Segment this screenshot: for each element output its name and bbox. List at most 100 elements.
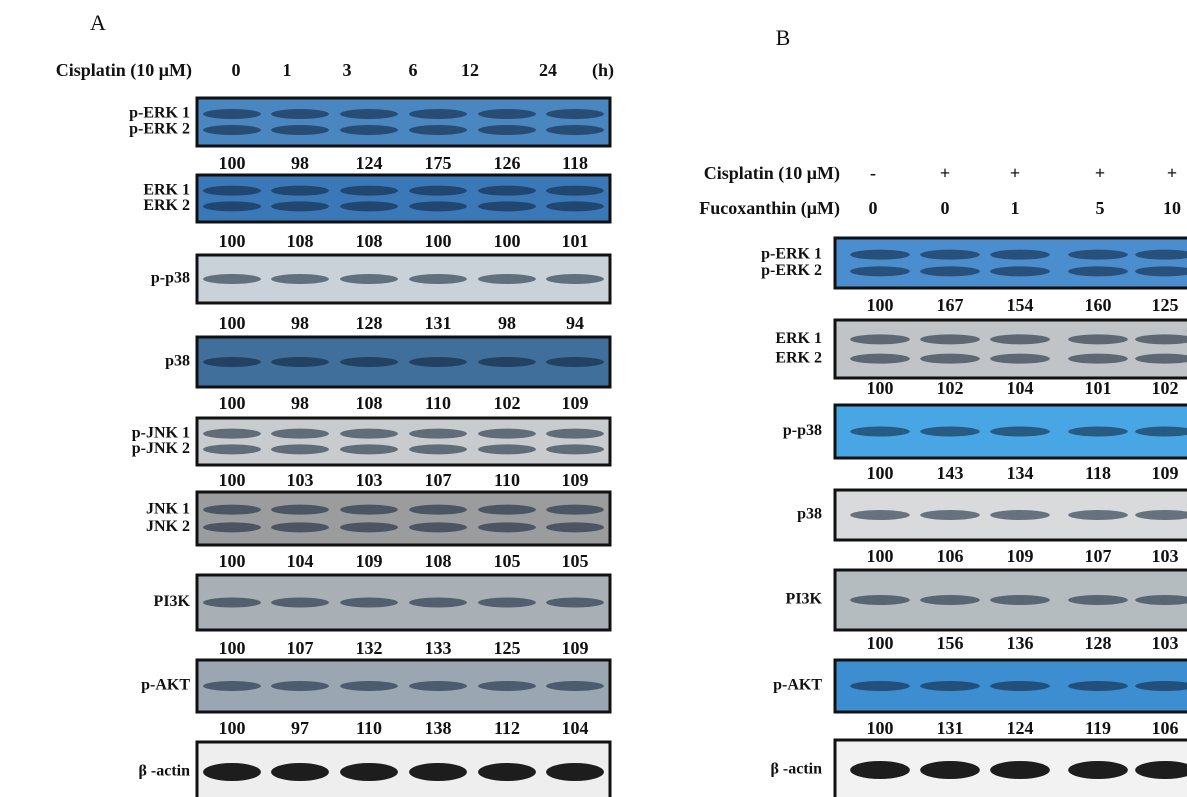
- treatment-label: Fucoxanthin (μM): [699, 198, 840, 219]
- quantification: 102: [1152, 378, 1179, 398]
- band: [271, 357, 329, 367]
- band: [340, 681, 398, 691]
- quantification: 108: [356, 231, 383, 251]
- quantification: 100: [867, 295, 894, 315]
- quantification: 97: [291, 718, 309, 738]
- band: [409, 186, 467, 196]
- quantification: 104: [1007, 378, 1034, 398]
- band: [409, 125, 467, 135]
- quantification: 103: [287, 470, 314, 490]
- band: [340, 274, 398, 284]
- blot-label: β -actin: [770, 761, 822, 778]
- band: [546, 598, 604, 608]
- band: [203, 444, 261, 454]
- lane-label: 0: [941, 198, 950, 218]
- quantification: 100: [867, 546, 894, 566]
- band: [203, 681, 261, 691]
- quantification: 100: [867, 633, 894, 653]
- band: [271, 186, 329, 196]
- blot-label: p-AKT: [141, 677, 190, 694]
- band: [850, 427, 910, 437]
- band: [203, 505, 261, 515]
- blot-frame: [197, 492, 610, 545]
- blot-frame: [835, 238, 1187, 288]
- quantification: 100: [867, 378, 894, 398]
- band: [546, 522, 604, 532]
- band: [920, 427, 980, 437]
- quantification: 98: [291, 393, 309, 413]
- quantification: 110: [425, 393, 451, 413]
- quantification: 100: [219, 470, 246, 490]
- quantification: 100: [219, 313, 246, 333]
- quantification: 100: [494, 231, 521, 251]
- band: [271, 763, 329, 781]
- blot-label: p-JNK 2: [132, 440, 190, 457]
- quantification: 100: [219, 638, 246, 658]
- blot-label: p-ERK 2: [761, 262, 822, 279]
- blot-label: β -actin: [138, 763, 190, 780]
- quantification: 132: [356, 638, 383, 658]
- quantification: 109: [356, 551, 383, 571]
- band: [546, 357, 604, 367]
- band: [920, 510, 980, 520]
- band: [546, 444, 604, 454]
- quantification: 109: [1007, 546, 1034, 566]
- band: [478, 763, 536, 781]
- band: [920, 334, 980, 344]
- band: [203, 274, 261, 284]
- quantification: 156: [937, 633, 964, 653]
- quantification: 128: [1085, 633, 1112, 653]
- quantification: 103: [356, 470, 383, 490]
- quantification: 131: [937, 718, 964, 738]
- band: [546, 109, 604, 119]
- quantification: 104: [562, 718, 589, 738]
- band: [850, 595, 910, 605]
- quantification: 106: [937, 546, 964, 566]
- band: [409, 357, 467, 367]
- quantification: 133: [425, 638, 452, 658]
- blot-label: ERK 1: [775, 330, 822, 347]
- band: [203, 186, 261, 196]
- band: [546, 274, 604, 284]
- band: [409, 763, 467, 781]
- quantification: 101: [1085, 378, 1112, 398]
- band: [478, 274, 536, 284]
- band: [990, 334, 1050, 344]
- quantification: 109: [562, 393, 589, 413]
- lane-label: 1: [283, 60, 292, 80]
- quantification: 154: [1007, 295, 1034, 315]
- lane-label: -: [870, 163, 876, 183]
- band: [990, 266, 1050, 276]
- blot-label: p-JNK 1: [132, 424, 190, 441]
- blot-frame: [197, 98, 610, 146]
- quantification: 112: [494, 718, 520, 738]
- quantification: 108: [287, 231, 314, 251]
- quantification: 138: [425, 718, 452, 738]
- band: [920, 595, 980, 605]
- band: [1068, 761, 1128, 779]
- band: [990, 510, 1050, 520]
- band: [271, 505, 329, 515]
- band: [409, 505, 467, 515]
- blot-label: JNK 2: [146, 518, 190, 535]
- blot-frame: [197, 175, 610, 222]
- blot-label: JNK 1: [146, 500, 190, 517]
- blot-frame: [835, 320, 1187, 378]
- quantification: 107: [425, 470, 452, 490]
- quantification: 100: [425, 231, 452, 251]
- band: [546, 429, 604, 439]
- quantification: 108: [356, 393, 383, 413]
- band: [271, 598, 329, 608]
- band: [409, 681, 467, 691]
- quantification: 119: [1085, 718, 1111, 738]
- band: [990, 250, 1050, 260]
- blot-label: p38: [797, 506, 822, 523]
- band: [409, 109, 467, 119]
- quantification: 100: [867, 463, 894, 483]
- band: [203, 357, 261, 367]
- band: [340, 125, 398, 135]
- band: [340, 186, 398, 196]
- band: [478, 681, 536, 691]
- quantification: 104: [287, 551, 314, 571]
- treatment-label: Cisplatin (10 μM): [704, 163, 840, 184]
